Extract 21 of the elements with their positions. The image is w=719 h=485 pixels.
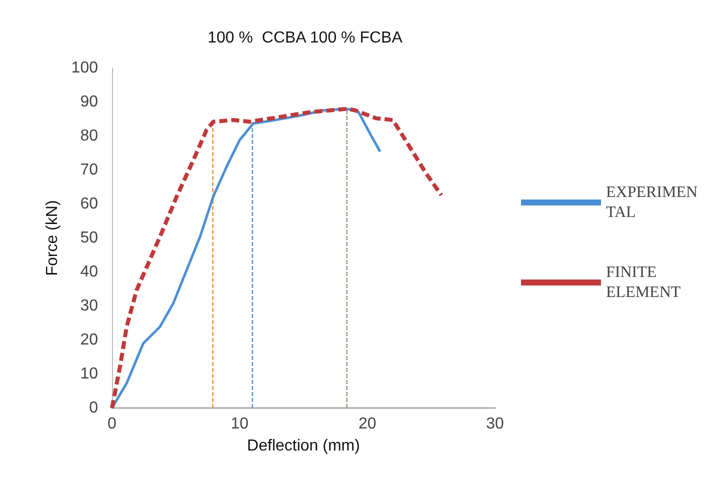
x-tick-label: 10: [230, 416, 249, 432]
y-tick-label: 40: [80, 264, 98, 280]
y-tick-label: 70: [80, 162, 98, 178]
y-tick-label: 60: [80, 196, 98, 212]
x-tick-label: 20: [358, 416, 376, 432]
y-tick-label: 50: [80, 230, 98, 246]
chart-title: 100 % CCBA 100 % FCBA: [208, 30, 403, 46]
y-tick-label: 10: [80, 366, 98, 382]
y-tick-label: 30: [80, 298, 98, 314]
legend-label: EXPERIMENTAL: [606, 184, 698, 221]
y-tick-label: 80: [80, 128, 98, 144]
legend-label: FINITE ELEMENT: [606, 264, 681, 301]
line-series: [110, 106, 444, 410]
x-axis-title: Deflection (mm): [247, 438, 360, 454]
x-tick-label: 30: [486, 416, 504, 432]
y-tick-label: 20: [80, 332, 98, 348]
x-tick-label: 0: [108, 416, 117, 432]
y-axis-title: Force (kN): [44, 200, 61, 276]
y-tick-label: 100: [71, 60, 98, 76]
y-tick-label: 90: [80, 94, 98, 110]
y-tick-label: 0: [89, 400, 98, 416]
